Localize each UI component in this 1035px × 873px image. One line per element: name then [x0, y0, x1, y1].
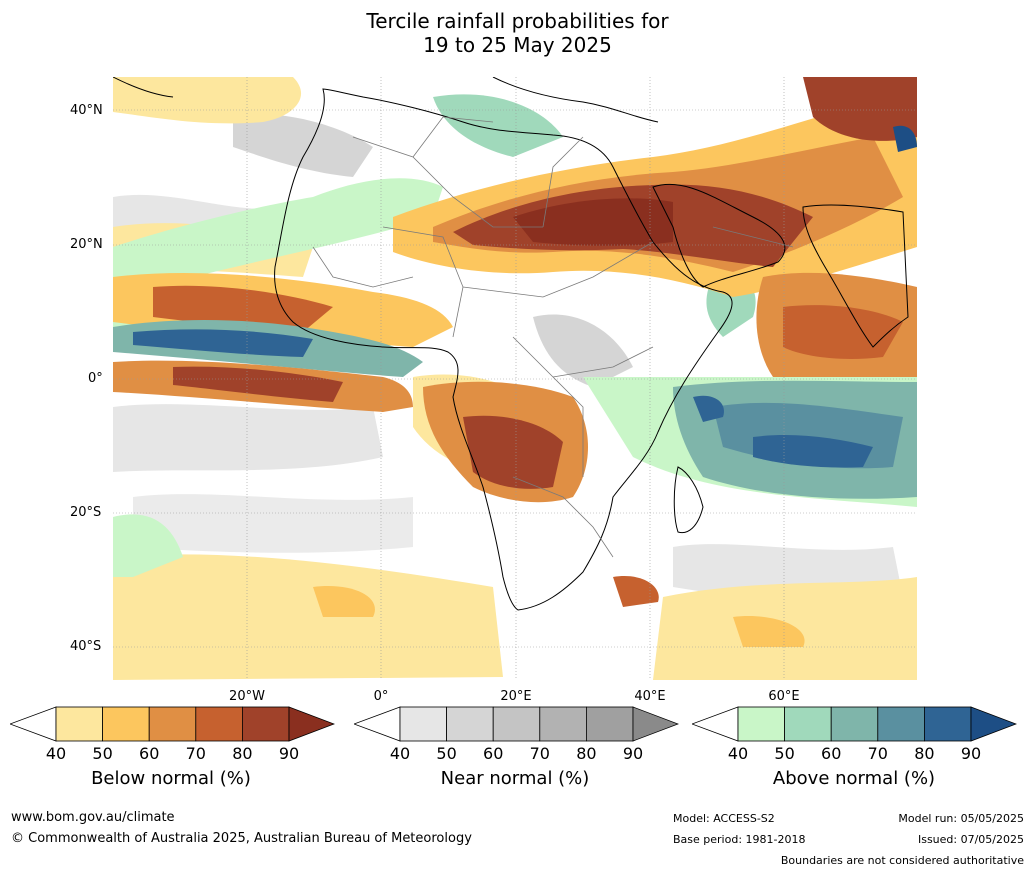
model-run-text: Model run: 05/05/2025 [898, 812, 1024, 825]
colorbar-arrow-low [354, 706, 401, 742]
colorbar-swatch [737, 706, 785, 742]
website-link[interactable]: www.bom.gov.au/climate [11, 810, 175, 825]
colorbar-tick-label: 60 [139, 744, 160, 763]
colorbar-arrow-high [288, 706, 335, 742]
colorbar-tick-label: 70 [185, 744, 206, 763]
colorbar-tick-label: 50 [92, 744, 113, 763]
map-svg [113, 77, 917, 680]
colorbar-swatch [241, 706, 290, 742]
colorbar-swatch [55, 706, 103, 742]
colorbar-tick-label: 90 [960, 744, 982, 763]
colorbar-label-below: Below normal (%) [91, 768, 251, 789]
lon-label-20w: 20°W [229, 689, 265, 704]
colorbar-near-normal [354, 706, 679, 742]
colorbar-tick-label: 80 [576, 744, 597, 763]
issued-text: Issued: 07/05/2025 [917, 833, 1024, 846]
title-line-1: Tercile rainfall probabilities for [366, 9, 669, 33]
colorbar-swatch [539, 706, 587, 742]
colorbar-tick-label: 70 [867, 744, 888, 763]
map-title: Tercile rainfall probabilities for 19 to… [0, 9, 1035, 57]
lon-label-60e: 60°E [768, 689, 800, 704]
colorbar-tick-label: 60 [483, 744, 504, 763]
colorbar-swatch [148, 706, 197, 742]
colorbar-swatch [492, 706, 541, 742]
colorbar-swatch [877, 706, 925, 742]
coastlines [113, 77, 909, 611]
lat-label-40n: 40°N [70, 103, 103, 118]
lon-label-20e: 20°E [500, 689, 532, 704]
colorbar-tick-label: 50 [774, 744, 795, 763]
colorbar-below-normal [10, 706, 335, 742]
rainfall-probability-map [113, 77, 917, 680]
colorbar-tick-label: 90 [622, 744, 644, 763]
colorbar-tick-label: 80 [232, 744, 253, 763]
colorbar-swatch [446, 706, 494, 742]
colorbar-tick-label: 40 [45, 744, 67, 763]
colorbar-swatch [195, 706, 243, 742]
colorbar-tick-label: 40 [727, 744, 749, 763]
colorbar-swatch [102, 706, 150, 742]
lon-label-40e: 40°E [634, 689, 666, 704]
colorbar-tick-label: 40 [389, 744, 411, 763]
colorbar-arrow-high [632, 706, 679, 742]
colorbar-swatch [784, 706, 832, 742]
country-boundaries [312, 116, 794, 558]
colorbar-label-above: Above normal (%) [772, 768, 936, 789]
colorbar-tick-label: 80 [914, 744, 935, 763]
colorbar-above-normal [692, 706, 1017, 742]
probability-field [113, 77, 917, 680]
base-period-text: Base period: 1981-2018 [673, 833, 806, 846]
lat-label-20s: 20°S [70, 505, 102, 520]
colorbar-label-near: Near normal (%) [440, 768, 590, 789]
colorbar-swatch [830, 706, 879, 742]
title-line-2: 19 to 25 May 2025 [423, 33, 612, 57]
colorbar-tick-label: 60 [821, 744, 842, 763]
lat-label-40s: 40°S [70, 639, 102, 654]
model-text: Model: ACCESS-S2 [673, 812, 775, 825]
colorbar-arrow-low [10, 706, 57, 742]
lat-label-0: 0° [88, 371, 103, 386]
graticule [113, 77, 917, 680]
colorbar-swatch [585, 706, 634, 742]
colorbar-tick-label: 90 [278, 744, 300, 763]
colorbar-swatch [399, 706, 447, 742]
colorbar-tick-label: 50 [436, 744, 457, 763]
colorbar-tick-label: 70 [529, 744, 550, 763]
copyright-text: © Commonwealth of Australia 2025, Austra… [11, 831, 472, 846]
colorbar-swatch [923, 706, 972, 742]
colorbar-arrow-high [970, 706, 1017, 742]
lon-label-0: 0° [373, 689, 389, 704]
lat-label-20n: 20°N [70, 237, 103, 252]
disclaimer-text: Boundaries are not considered authoritat… [780, 854, 1024, 867]
colorbar-arrow-low [692, 706, 739, 742]
